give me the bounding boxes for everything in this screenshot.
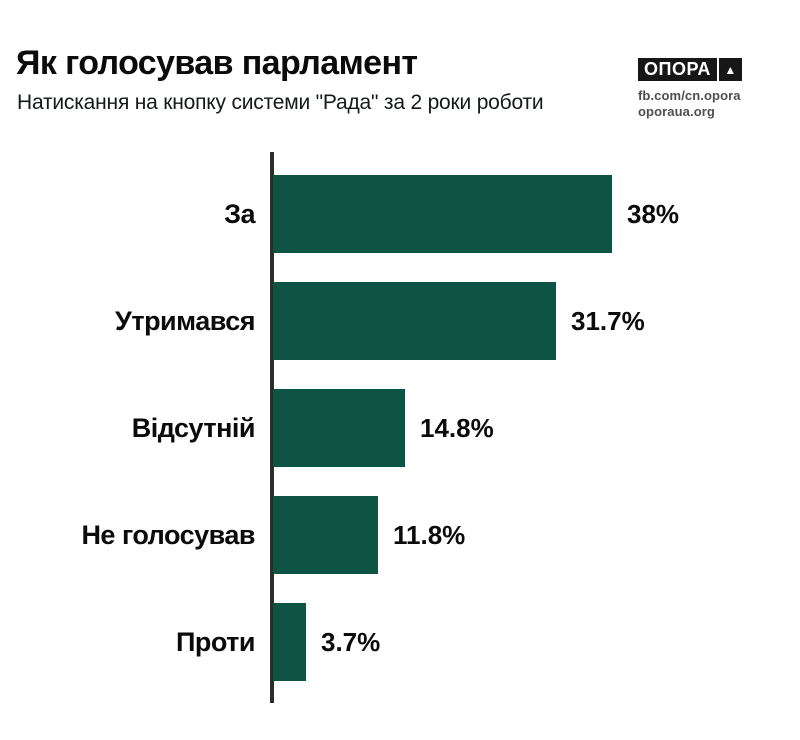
chart-row: Проти 3.7%: [0, 603, 800, 681]
category-label: Відсутній: [131, 412, 256, 443]
value-label: 11.8%: [393, 519, 466, 550]
bar: [273, 389, 405, 467]
website-link-text: oporaua.org: [638, 103, 715, 119]
value-label: 14.8%: [420, 412, 494, 443]
bar: [273, 175, 612, 253]
chart-row: Відсутній 14.8%: [0, 389, 800, 467]
opora-logo: ОПОРА ▲ fb.com/cn.opora oporaua.org: [638, 58, 742, 120]
chart-row: Не голосував 11.8%: [0, 496, 800, 574]
category-label: Не голосував: [81, 519, 255, 550]
value-label: 38%: [627, 198, 680, 229]
value-label: 31.7%: [571, 305, 645, 336]
triangle-icon: ▲: [718, 58, 742, 81]
category-label: Утримався: [115, 305, 255, 336]
chart-row: Утримався 31.7%: [0, 282, 800, 360]
chart-row: За 38%: [0, 175, 800, 253]
y-axis-line: [270, 152, 274, 703]
logo-links: fb.com/cn.opora oporaua.org: [638, 88, 742, 120]
page-subtitle: Натискання на кнопку системи "Рада" за 2…: [17, 91, 544, 114]
opora-logo-row: ОПОРА ▲: [638, 58, 742, 81]
bar-chart: За 38% Утримався 31.7% Відсутній 14.8% Не голо…: [0, 152, 800, 717]
bar: [273, 496, 378, 574]
category-label: Проти: [175, 626, 256, 657]
value-label: 3.7%: [321, 626, 381, 657]
bar: [273, 282, 556, 360]
facebook-link-text: fb.com/cn.opora: [638, 88, 741, 103]
bar: [273, 603, 306, 681]
page-title: Як голосував парламент: [16, 44, 418, 82]
category-label: За: [224, 198, 255, 229]
chart-rows: За 38% Утримався 31.7% Відсутній 14.8% Не голо…: [0, 175, 800, 681]
opora-wordmark: ОПОРА: [638, 58, 717, 81]
